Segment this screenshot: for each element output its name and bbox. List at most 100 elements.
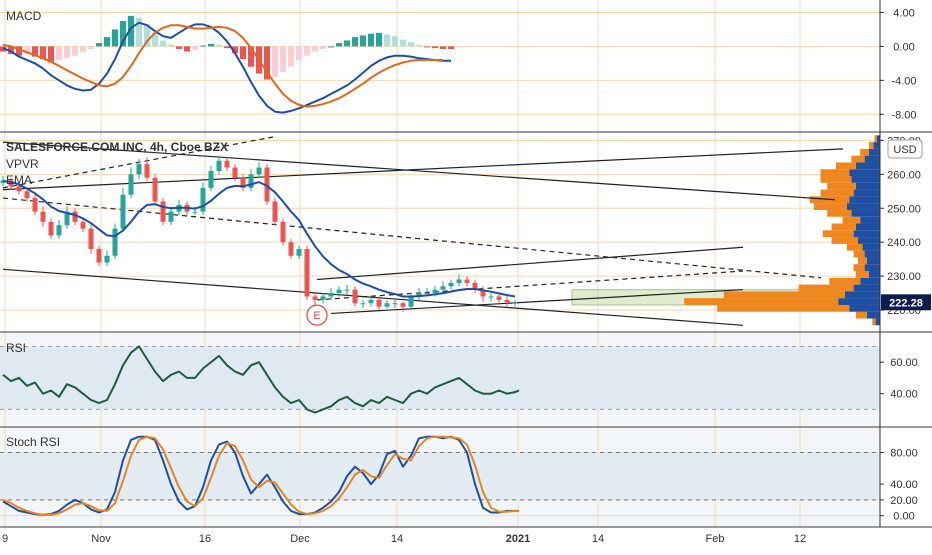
macd-histogram-bar xyxy=(280,46,286,72)
volume-profile-up-bar xyxy=(849,196,880,204)
volume-profile-down-bar xyxy=(723,291,845,299)
volume-profile-down-bar xyxy=(860,148,869,156)
candle-body xyxy=(224,160,230,168)
candle-body xyxy=(360,303,366,305)
legend-ema: EMA xyxy=(6,173,32,187)
macd-histogram-bar xyxy=(48,46,54,63)
macd-histogram-bar xyxy=(88,46,94,49)
candle-body xyxy=(368,299,374,304)
volume-profile-down-bar xyxy=(684,298,839,305)
macd-histogram-bar xyxy=(224,46,230,49)
candle-body xyxy=(64,211,70,226)
macd-histogram-bar xyxy=(72,46,78,56)
candle-body xyxy=(152,177,158,202)
volume-profile-down-bar xyxy=(798,284,854,292)
macd-histogram-bar xyxy=(128,15,134,47)
y-tick-label-macd: -8.00 xyxy=(891,109,916,121)
volume-profile-up-bar xyxy=(866,311,880,319)
trend-line-6[interactable] xyxy=(316,270,744,301)
earnings-marker-icon[interactable] xyxy=(306,304,328,326)
candle-body xyxy=(288,242,294,256)
candle-body xyxy=(408,296,414,307)
ema-line xyxy=(2,180,516,298)
candle-body xyxy=(344,289,350,291)
x-tick-label: 14 xyxy=(391,533,403,545)
candle-body xyxy=(496,296,502,300)
trend-line-3[interactable] xyxy=(316,246,744,281)
volume-profile-up-bar xyxy=(851,176,880,183)
candle-body xyxy=(328,293,334,297)
macd-histogram-bar xyxy=(176,46,182,49)
volume-profile-up-bar xyxy=(875,318,880,326)
y-tick-label-price: 250.00 xyxy=(887,203,921,215)
volume-profile-down-bar xyxy=(836,162,856,170)
macd-histogram-bar xyxy=(216,44,222,47)
macd-histogram-bar xyxy=(104,37,110,47)
candle-body xyxy=(40,211,46,222)
candle-body xyxy=(296,248,302,256)
candle-body xyxy=(464,279,470,283)
candle-body xyxy=(232,167,238,178)
macd-histogram-bar xyxy=(320,46,326,49)
legend-vpvr: VPVR xyxy=(6,157,39,171)
trend-line-2[interactable] xyxy=(2,268,744,326)
candle-body xyxy=(488,296,494,298)
macd-histogram-bar xyxy=(152,32,158,47)
currency-badge-box[interactable] xyxy=(887,139,923,159)
x-tick-label: Feb xyxy=(706,533,725,545)
y-tick-label-macd: 0.00 xyxy=(893,41,914,53)
candle-body xyxy=(432,289,438,294)
candle-body xyxy=(400,303,406,307)
macd-histogram-bar xyxy=(24,46,30,55)
macd-histogram-bar xyxy=(432,46,438,49)
volume-profile-down-bar xyxy=(842,216,861,224)
trend-line-4[interactable] xyxy=(330,289,744,315)
volume-profile-down-bar xyxy=(869,142,874,149)
x-tick-label: Nov xyxy=(91,533,111,545)
volume-profile-up-bar xyxy=(855,182,880,190)
y-tick-label-macd: -4.00 xyxy=(891,75,916,87)
candle-body xyxy=(240,177,246,188)
candle-body xyxy=(168,211,174,222)
volume-profile-down-bar xyxy=(827,209,852,217)
macd-panel xyxy=(0,15,454,114)
volume-profile-up-bar xyxy=(864,264,880,272)
last-price-tag xyxy=(881,294,931,311)
candle-body xyxy=(504,299,510,303)
stoch-d-line xyxy=(2,435,519,516)
candle-body xyxy=(144,164,150,178)
volume-profile-up-bar xyxy=(866,257,880,265)
macd-histogram-bar xyxy=(192,46,198,50)
trend-line-0[interactable] xyxy=(2,148,844,191)
macd-histogram-bar xyxy=(232,46,238,54)
trend-line-7[interactable] xyxy=(2,136,274,189)
y-tick-label-rsi: 40.00 xyxy=(890,389,918,401)
candle-body xyxy=(88,228,94,249)
macd-histogram-bar xyxy=(8,46,14,55)
volume-profile-up-bar xyxy=(869,271,880,278)
candle-body xyxy=(248,174,254,188)
candle-body xyxy=(512,302,518,304)
volume-profile-up-bar xyxy=(855,162,880,170)
candle-body xyxy=(280,221,286,243)
volume-profile-down-bar xyxy=(872,318,876,326)
y-tick-label-stoch: 80.00 xyxy=(890,448,918,460)
y-tick-label-stoch: 0.00 xyxy=(893,511,914,523)
candle-body xyxy=(72,211,78,222)
y-tick-label-stoch: 40.00 xyxy=(890,479,918,491)
volume-profile-down-bar xyxy=(717,304,850,312)
candle-body xyxy=(312,296,318,300)
x-tick-label: Dec xyxy=(290,533,310,545)
candle-body xyxy=(384,303,390,307)
macd-histogram-bar xyxy=(248,46,254,67)
candle-body xyxy=(256,167,262,175)
volume-profile-down-bar xyxy=(822,230,854,238)
candle-body xyxy=(112,228,118,256)
macd-histogram-bar xyxy=(288,46,294,67)
macd-histogram-bar xyxy=(328,46,334,48)
macd-histogram-bar xyxy=(440,46,446,49)
trend-line-1[interactable] xyxy=(2,141,836,201)
rsi-title: RSI xyxy=(6,341,26,355)
macd-histogram-bar xyxy=(376,32,382,47)
